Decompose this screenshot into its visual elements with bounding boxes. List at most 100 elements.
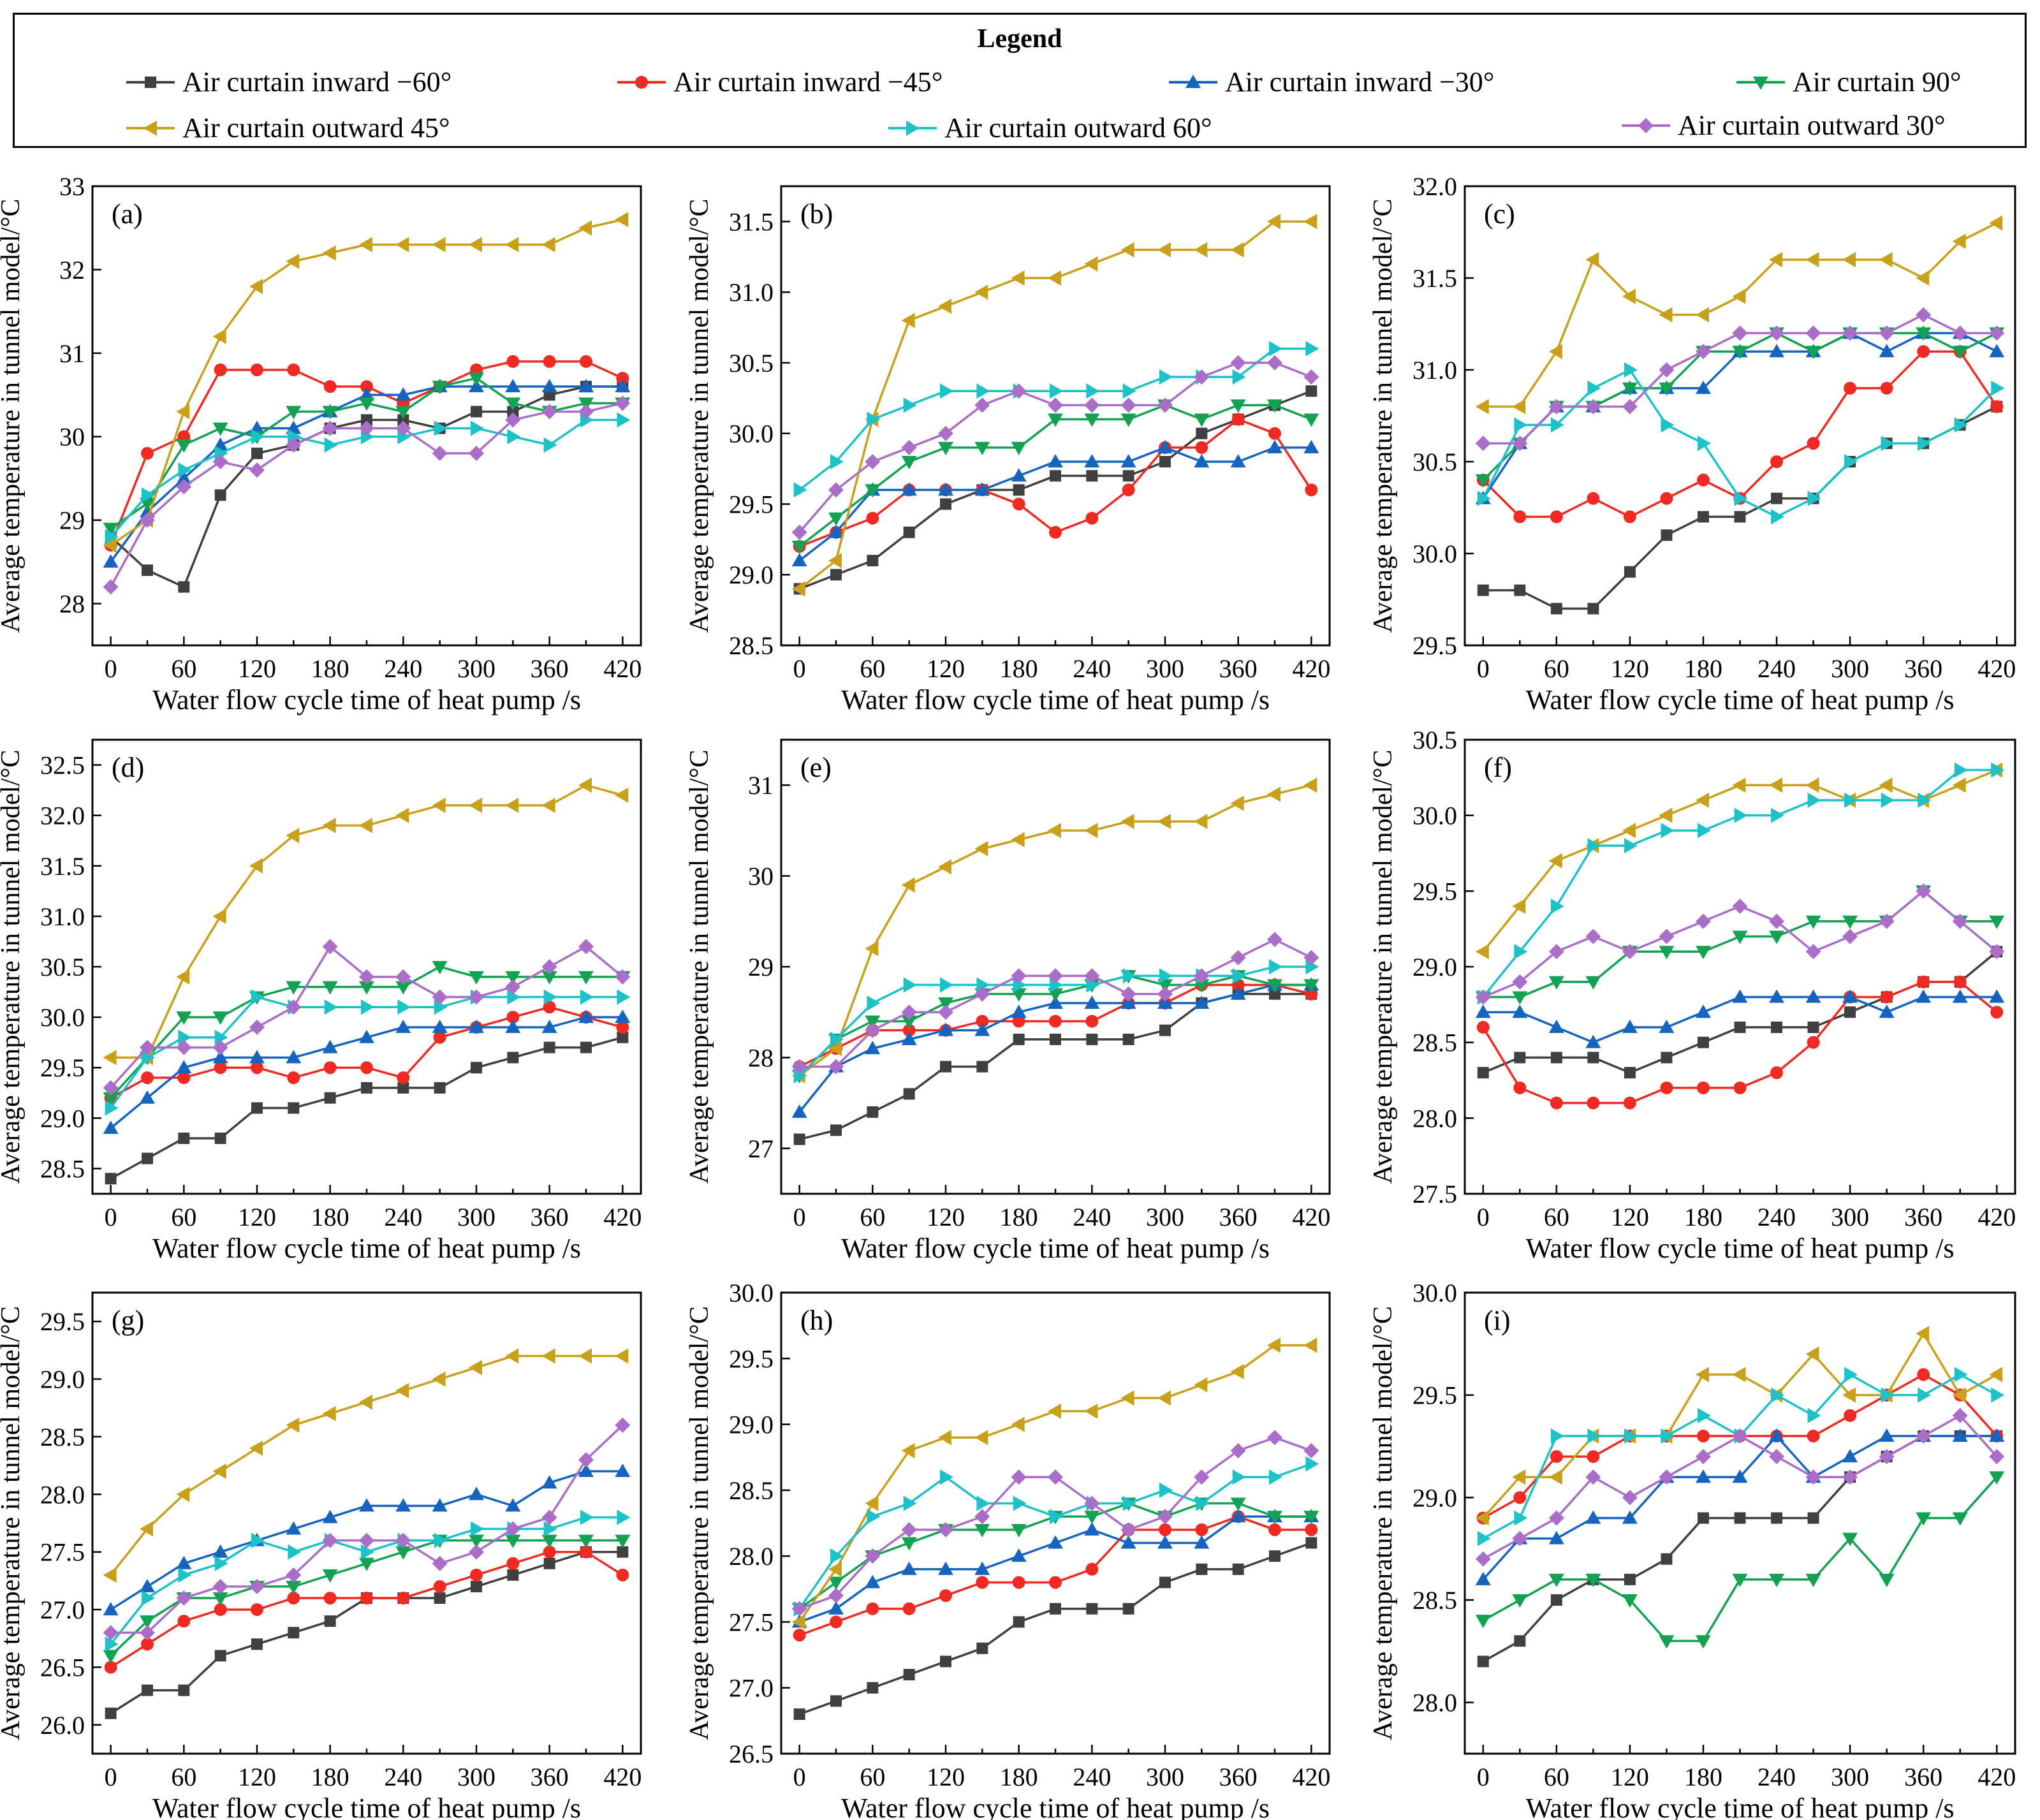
data-point [251, 447, 263, 459]
data-point [940, 498, 951, 510]
data-point [469, 1486, 484, 1501]
data-point [176, 1011, 192, 1025]
y-axis-title: Average temperature in tunnel model/°C [0, 750, 26, 1184]
data-point [578, 1464, 594, 1478]
data-point [395, 807, 409, 823]
data-point [176, 1555, 192, 1569]
data-point [1230, 1442, 1246, 1458]
y-tick-label: 30.0 [1413, 1279, 1457, 1307]
data-point [1477, 490, 1491, 506]
x-tick-label: 180 [1000, 1763, 1038, 1791]
data-point [616, 1568, 629, 1581]
data-point [1194, 979, 1210, 993]
data-point [469, 1019, 484, 1033]
data-point [288, 1544, 302, 1560]
data-point [1807, 1407, 1821, 1423]
x-tick-label: 240 [384, 1203, 422, 1231]
data-point [1230, 454, 1246, 467]
data-point [507, 429, 521, 444]
data-point [1548, 976, 1564, 990]
data-point [397, 414, 409, 426]
y-axis-title: Average temperature in tunnel model/°C [0, 1306, 26, 1740]
x-tick-label: 180 [1684, 1763, 1722, 1791]
data-point [902, 1024, 916, 1037]
data-point [1769, 913, 1785, 929]
data-point [176, 1486, 190, 1502]
data-point [214, 1603, 227, 1617]
data-point [1159, 1482, 1173, 1498]
y-axis-title: Average temperature in tunnel model/°C [1369, 199, 1398, 633]
data-point [1232, 369, 1246, 385]
y-tick-label: 29.5 [1413, 1381, 1457, 1410]
series-line [1482, 1331, 1998, 1519]
data-point [1734, 511, 1746, 523]
data-point [1120, 1390, 1134, 1406]
data-point [1769, 1573, 1785, 1587]
data-point [1230, 1497, 1246, 1511]
data-point [214, 1061, 227, 1075]
x-tick-label: 0 [1477, 1203, 1490, 1231]
data-point [359, 237, 372, 253]
data-point [903, 1088, 915, 1100]
data-point [1661, 1553, 1673, 1565]
data-point [1548, 853, 1562, 869]
data-point [617, 412, 631, 428]
data-point [1512, 974, 1528, 990]
x-tick-label: 240 [1757, 1763, 1796, 1791]
data-point [1120, 1535, 1136, 1549]
data-point [1844, 454, 1858, 469]
data-point [324, 999, 338, 1015]
data-point [395, 406, 411, 420]
x-tick-label: 120 [1611, 1203, 1649, 1231]
data-point [1122, 1033, 1134, 1045]
data-point [103, 522, 119, 536]
x-tick-label: 0 [1477, 1763, 1490, 1791]
data-point [1990, 1006, 2004, 1019]
data-point [1585, 928, 1601, 944]
legend-item-90: Air curtain 90° [1736, 66, 1961, 98]
y-tick-label: 29.0 [40, 1104, 85, 1133]
y-axis-title: Average temperature in tunnel model/°C [1369, 1306, 1398, 1740]
data-point [177, 1615, 191, 1628]
data-point [901, 312, 915, 328]
data-point [1550, 417, 1564, 433]
x-tick-label: 60 [1544, 1763, 1569, 1791]
x-tick-label: 180 [1684, 654, 1722, 683]
data-point [1952, 233, 1966, 249]
data-point [543, 1557, 555, 1569]
data-point [359, 1557, 374, 1571]
data-point [471, 420, 484, 436]
data-point [1548, 344, 1562, 360]
data-point [1623, 1096, 1636, 1110]
legend-marker-triangle-right-icon [888, 120, 937, 136]
data-point [1267, 1337, 1281, 1353]
data-point [1732, 899, 1748, 914]
data-point [322, 1039, 338, 1053]
data-point [1807, 437, 1820, 450]
data-point [1989, 1367, 2003, 1383]
x-tick-label: 180 [1684, 1203, 1722, 1231]
data-point [1049, 525, 1062, 539]
data-point [1232, 1563, 1244, 1575]
x-tick-label: 0 [1477, 654, 1490, 683]
data-point [288, 1627, 300, 1639]
data-point [469, 797, 482, 813]
data-point [432, 797, 446, 813]
data-point [141, 1638, 154, 1651]
data-point [361, 1544, 374, 1560]
x-tick-label: 180 [1000, 1203, 1038, 1231]
y-tick-label: 29.5 [1413, 877, 1457, 906]
data-point [1268, 427, 1281, 440]
data-point [828, 1601, 844, 1615]
data-point [1842, 915, 1858, 929]
data-point [1194, 413, 1210, 427]
data-point [359, 397, 374, 411]
data-point [1805, 1573, 1821, 1587]
data-point [359, 1029, 374, 1043]
data-point [1550, 1096, 1563, 1110]
data-point [791, 1059, 807, 1075]
data-point [1732, 1428, 1748, 1444]
data-point [1157, 979, 1173, 993]
x-tick-label: 360 [1219, 1763, 1258, 1791]
plot-frame [1464, 738, 2016, 1195]
